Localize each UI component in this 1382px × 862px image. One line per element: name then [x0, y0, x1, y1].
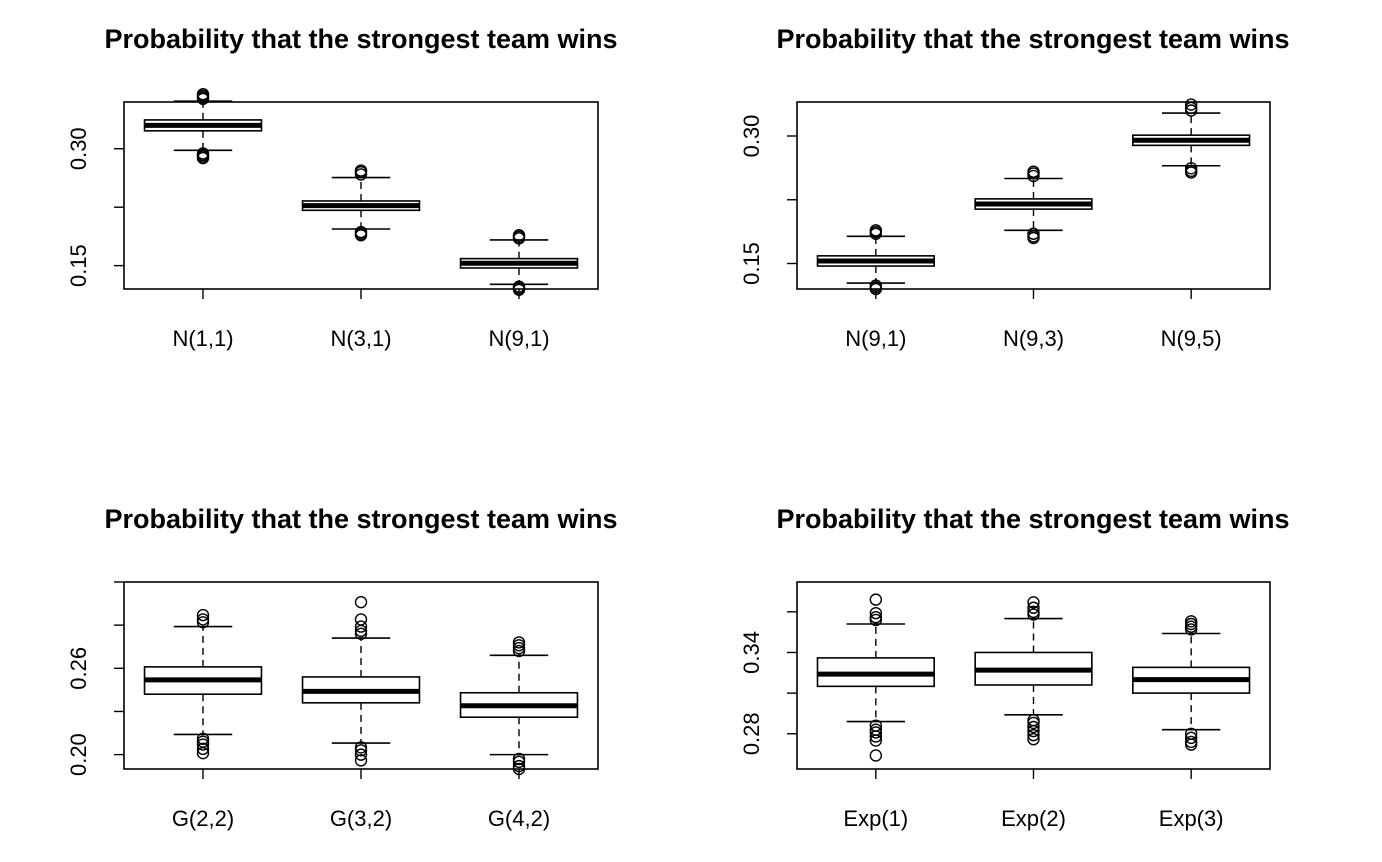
- x-tick-label: N(1,1): [172, 326, 233, 351]
- chart-panel-4: Probability that the strongest team wins…: [739, 504, 1290, 831]
- outlier-point: [869, 593, 883, 606]
- outlier-point: [196, 742, 210, 756]
- outlier-point: [354, 164, 368, 177]
- x-tick-label: N(9,3): [1003, 326, 1064, 351]
- x-tick-label: N(3,1): [330, 326, 391, 351]
- box-3: N(9,1): [459, 229, 579, 351]
- outlier-point: [1184, 738, 1198, 751]
- y-tick-label: 0.15: [739, 242, 764, 285]
- outlier-point: [196, 608, 210, 622]
- outlier-point: [1184, 166, 1198, 179]
- outlier-point: [869, 734, 883, 747]
- outlier-point: [1027, 231, 1040, 245]
- outlier-point: [1027, 596, 1040, 609]
- outlier-point: [196, 151, 210, 165]
- outlier-point: [512, 229, 526, 242]
- outlier-point: [512, 755, 526, 769]
- outlier-point: [354, 754, 368, 767]
- outlier-point: [196, 746, 210, 760]
- outlier-point: [196, 613, 210, 626]
- outlier-point: [512, 641, 526, 655]
- outlier-point: [1184, 615, 1198, 628]
- x-tick-label: G(3,2): [330, 806, 392, 831]
- outlier-point: [354, 595, 368, 609]
- outlier-point: [512, 283, 526, 296]
- outlier-point: [512, 762, 526, 776]
- box-3: N(9,5): [1132, 98, 1251, 351]
- box-2: Exp(2): [974, 596, 1093, 831]
- box-2: N(3,1): [301, 164, 421, 351]
- outlier-point: [1027, 728, 1040, 742]
- outlier-point: [354, 748, 368, 761]
- box-1: Exp(1): [816, 593, 935, 831]
- outlier-point: [354, 229, 368, 242]
- x-tick-label: N(9,1): [845, 326, 906, 351]
- outlier-point: [869, 224, 883, 237]
- outlier-point: [869, 749, 883, 762]
- outlier-point: [1027, 716, 1040, 730]
- outlier-point: [1184, 731, 1198, 745]
- outlier-point: [354, 744, 368, 757]
- box-1: N(1,1): [143, 88, 263, 351]
- box-1: N(9,1): [816, 224, 935, 351]
- outlier-point: [869, 730, 883, 743]
- outlier-point: [869, 611, 883, 624]
- y-tick-label: 0.30: [66, 127, 91, 170]
- outlier-point: [196, 732, 210, 745]
- outlier-point: [1184, 101, 1198, 115]
- chart-title: Probability that the strongest team wins: [104, 504, 617, 534]
- outlier-point: [1184, 98, 1198, 111]
- chart-title: Probability that the strongest team wins: [104, 24, 617, 54]
- outlier-point: [1027, 720, 1040, 734]
- box-3: Exp(3): [1132, 615, 1251, 831]
- outlier-point: [512, 752, 526, 766]
- chart-title: Probability that the strongest team wins: [776, 24, 1289, 54]
- outlier-point: [1027, 724, 1040, 738]
- box-2: N(9,3): [974, 165, 1093, 351]
- outlier-point: [512, 636, 526, 649]
- y-tick-label: 0.28: [739, 712, 764, 755]
- outlier-point: [354, 613, 368, 626]
- outlier-point: [869, 282, 883, 296]
- outlier-point: [512, 759, 526, 773]
- box-1: G(2,2): [143, 608, 263, 831]
- outlier-point: [196, 88, 210, 101]
- x-tick-label: Exp(1): [843, 806, 908, 831]
- outlier-point: [354, 620, 368, 633]
- y-tick-label: 0.20: [66, 733, 91, 776]
- chart-panel-3: Probability that the strongest team wins…: [66, 504, 618, 831]
- outlier-point: [869, 726, 883, 739]
- outlier-point: [1027, 601, 1040, 614]
- outlier-point: [1027, 165, 1040, 178]
- outlier-point: [196, 738, 210, 751]
- box-3: G(4,2): [459, 636, 579, 831]
- outlier-point: [354, 627, 368, 640]
- x-tick-label: G(4,2): [488, 806, 550, 831]
- y-tick-label: 0.15: [66, 244, 91, 287]
- chart-panel-1: Probability that the strongest team wins…: [66, 24, 618, 351]
- outlier-point: [512, 644, 526, 658]
- y-tick-label: 0.34: [739, 631, 764, 674]
- outlier-point: [1027, 732, 1040, 746]
- x-tick-label: N(9,5): [1161, 326, 1222, 351]
- box-2: G(3,2): [301, 595, 421, 831]
- outlier-point: [1027, 605, 1040, 619]
- x-tick-label: N(9,1): [488, 326, 549, 351]
- x-tick-label: Exp(2): [1001, 806, 1066, 831]
- outlier-point: [354, 741, 368, 754]
- y-tick-label: 0.26: [66, 647, 91, 690]
- y-tick-label: 0.30: [739, 115, 764, 158]
- x-tick-label: G(2,2): [172, 806, 234, 831]
- chart-panel-2: Probability that the strongest team wins…: [739, 24, 1290, 351]
- outlier-point: [869, 606, 883, 620]
- chart-title: Probability that the strongest team wins: [776, 504, 1289, 534]
- outlier-point: [196, 616, 210, 629]
- outlier-point: [512, 639, 526, 652]
- x-tick-label: Exp(3): [1159, 806, 1224, 831]
